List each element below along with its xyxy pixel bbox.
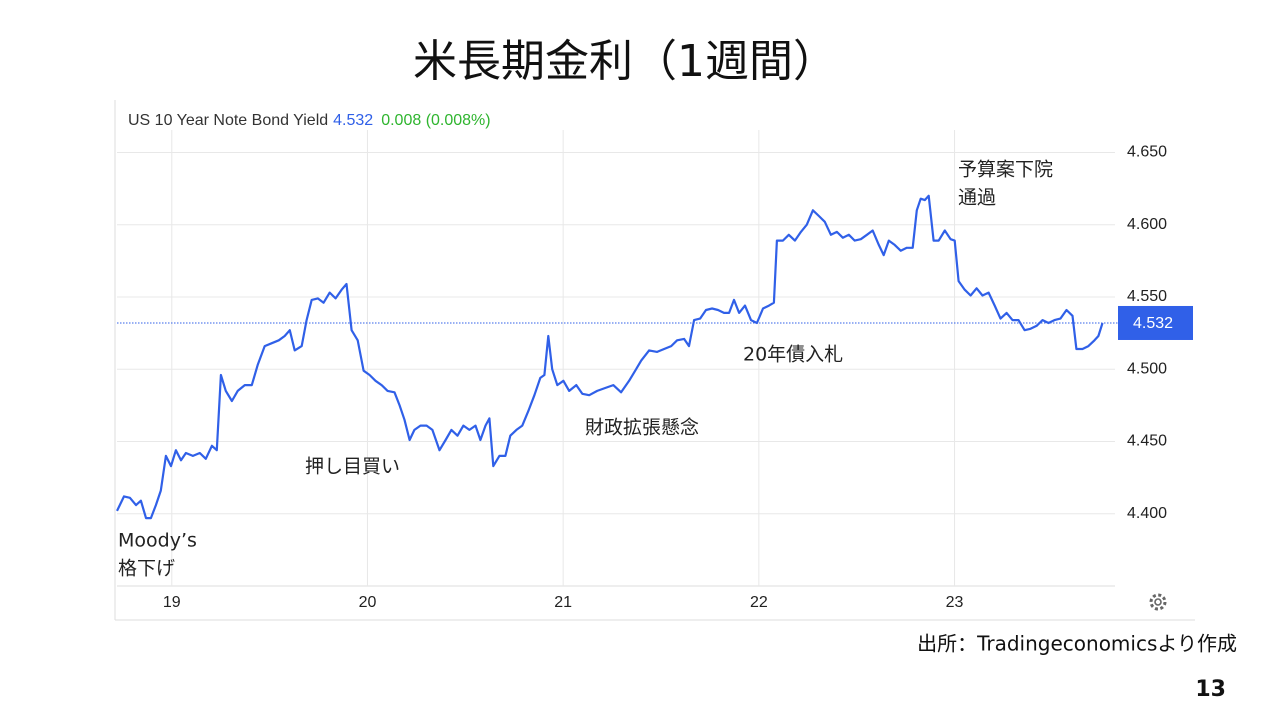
slide-title: 米長期金利（1週間）: [413, 36, 837, 87]
last-price: 4.532: [333, 112, 373, 129]
annotation: 予算案下院: [958, 159, 1053, 181]
price-change: 0.008 (0.008%): [381, 112, 490, 129]
x-tick-label: 23: [946, 594, 964, 611]
y-tick-label: 4.400: [1127, 505, 1167, 522]
annotation: 格下げ: [118, 558, 175, 580]
x-tick-label: 22: [750, 594, 768, 611]
annotation: Moody’s: [118, 530, 197, 552]
chart-header: US 10 Year Note Bond Yield 4.532 0.008 (0.…: [128, 112, 491, 129]
annotation: 財政拡張懸念: [585, 416, 699, 439]
last-price-tag: [1118, 305, 1193, 340]
annotation: 通過: [958, 187, 996, 209]
source: 出所：Tradingeconomicsより作成: [917, 632, 1237, 656]
x-tick-label: 20: [359, 594, 377, 611]
y-tick-label: 4.450: [1127, 433, 1167, 450]
y-tick-label: 4.500: [1127, 360, 1167, 377]
chart-title: US 10 Year Note Bond Yield: [128, 112, 328, 129]
last-price-label: 4.532: [1133, 315, 1173, 332]
settings-icon[interactable]: [1149, 593, 1167, 611]
annotation: 20年債入札: [743, 344, 843, 366]
y-tick-label: 4.550: [1127, 288, 1167, 305]
y-tick-label: 4.650: [1127, 144, 1167, 161]
annotation: 押し目買い: [305, 456, 400, 478]
x-tick-label: 19: [163, 594, 181, 611]
x-tick-label: 21: [554, 594, 572, 611]
page-number: 13: [1195, 677, 1226, 702]
line-series: [116, 194, 1104, 520]
y-tick-label: 4.600: [1127, 216, 1167, 233]
